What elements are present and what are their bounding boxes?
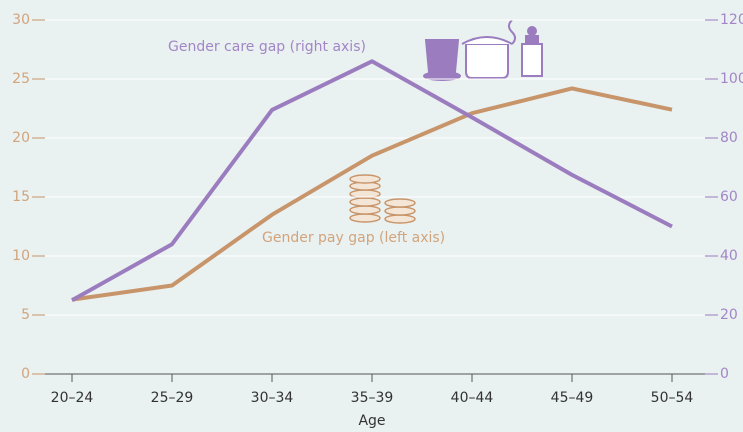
pot-lid (461, 36, 513, 45)
y2-tick-label: 20 (720, 307, 738, 323)
series-label: Gender care gap (right axis) (168, 39, 366, 55)
series-line (71, 86, 673, 302)
pot-icon (465, 43, 509, 79)
y2-tick-label: 120 (720, 12, 743, 28)
y2-tick-label: 60 (720, 189, 738, 205)
y2-tick-label: 100 (720, 71, 743, 87)
y2-tick-label: 40 (720, 248, 738, 264)
x-tick-label: 45–49 (551, 390, 594, 406)
care-icons (423, 19, 543, 81)
x-tick-label: 30–34 (251, 390, 294, 406)
y-tick-label: 5 (21, 307, 30, 323)
x-tick-label: 35–39 (351, 390, 394, 406)
series-label: Gender pay gap (left axis) (262, 230, 445, 246)
coin-icons (349, 174, 416, 224)
y-tick-label: 30 (12, 12, 30, 28)
series-line (71, 59, 673, 302)
bucket-icon (424, 39, 460, 73)
coin (349, 174, 381, 184)
bottle-teat (527, 26, 537, 36)
coin (349, 205, 381, 215)
y-tick-label: 25 (12, 71, 30, 87)
y-tick-label: 15 (12, 189, 30, 205)
bottle-neck (525, 35, 539, 44)
coin (349, 197, 381, 207)
y2-tick-label: 0 (720, 366, 729, 382)
coin (384, 214, 416, 224)
x-tick-label: 25–29 (151, 390, 194, 406)
bottle-icon (521, 43, 543, 77)
x-tick-label: 50–54 (651, 390, 694, 406)
steam (508, 19, 516, 45)
x-axis-label: Age (358, 413, 385, 429)
y2-tick-label: 80 (720, 130, 738, 146)
bucket-base (423, 71, 461, 81)
x-tick-label: 20–24 (51, 390, 94, 406)
y-tick-label: 0 (21, 366, 30, 382)
x-tick-label: 40–44 (451, 390, 494, 406)
coin (384, 198, 416, 208)
y-tick-label: 10 (12, 248, 30, 264)
coin (349, 213, 381, 223)
coin (384, 206, 416, 216)
y-tick-label: 20 (12, 130, 30, 146)
